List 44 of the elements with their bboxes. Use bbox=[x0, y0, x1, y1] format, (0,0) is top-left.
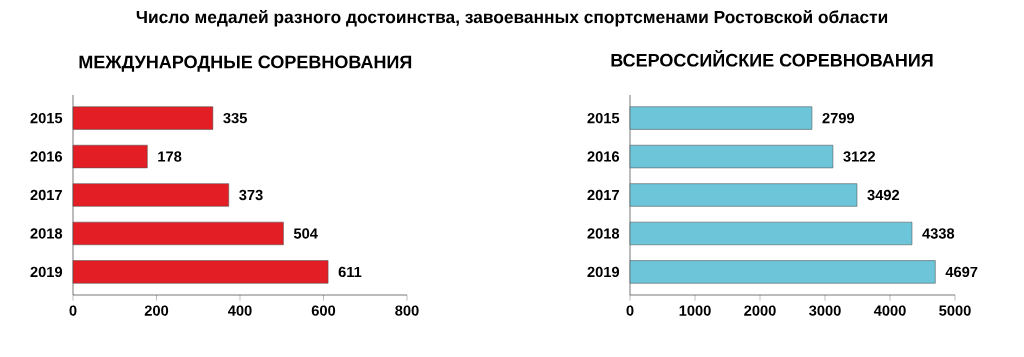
y-tick-label: 2015 bbox=[30, 112, 63, 124]
y-tick-label: 2015 bbox=[587, 112, 620, 124]
x-tick-label: 3000 bbox=[809, 305, 841, 316]
bar bbox=[72, 106, 214, 130]
y-tick-label: 2017 bbox=[30, 189, 62, 201]
y-tick-label: 2016 bbox=[30, 151, 63, 162]
bar bbox=[629, 221, 913, 246]
data-label: 3122 bbox=[843, 151, 876, 162]
x-tick-label: 400 bbox=[227, 305, 252, 316]
x-tick-label: 1000 bbox=[679, 305, 711, 316]
chart-subtitle: МЕЖДУНАРОДНЫЕ СОРЕВНОВАНИЯ bbox=[79, 55, 412, 72]
y-tick-label: 2017 bbox=[587, 189, 619, 201]
y-tick-label: 2018 bbox=[587, 228, 620, 239]
bar bbox=[629, 106, 813, 130]
bar bbox=[629, 144, 834, 169]
y-tick-label: 2016 bbox=[587, 151, 620, 162]
data-label: 3492 bbox=[867, 189, 900, 201]
x-tick-label: 2000 bbox=[744, 305, 776, 316]
data-label: 335 bbox=[223, 112, 247, 124]
y-tick-label: 2018 bbox=[30, 228, 63, 239]
data-label: 178 bbox=[158, 151, 182, 162]
x-tick-label: 800 bbox=[395, 305, 419, 316]
bar bbox=[72, 144, 148, 169]
bar bbox=[72, 260, 329, 284]
data-label: 504 bbox=[293, 228, 318, 239]
data-label: 611 bbox=[338, 266, 362, 278]
bar bbox=[629, 183, 858, 207]
bar bbox=[629, 260, 936, 284]
x-tick-label: 200 bbox=[144, 305, 169, 316]
chart-title: ВСЕРОССИЙСКИЕ СОРЕВНОВАНИЯ bbox=[611, 50, 933, 67]
data-label: 373 bbox=[239, 189, 263, 201]
data-label: 4338 bbox=[922, 228, 955, 239]
x-tick-label: 0 bbox=[69, 305, 77, 316]
x-tick-label: 600 bbox=[311, 305, 336, 316]
data-label: 4697 bbox=[945, 266, 978, 278]
x-tick-label: 0 bbox=[626, 305, 634, 316]
x-tick-label: 5000 bbox=[939, 305, 971, 316]
bar bbox=[72, 183, 229, 207]
text: Число медалей разного достоинства, завоеванных спортсменами Ростовской области bbox=[136, 10, 888, 27]
data-label: 2799 bbox=[822, 112, 855, 124]
x-tick-label: 4000 bbox=[873, 305, 906, 316]
y-tick-label: 2019 bbox=[587, 266, 620, 278]
bar bbox=[72, 221, 284, 246]
y-tick-label: 2019 bbox=[30, 266, 63, 278]
